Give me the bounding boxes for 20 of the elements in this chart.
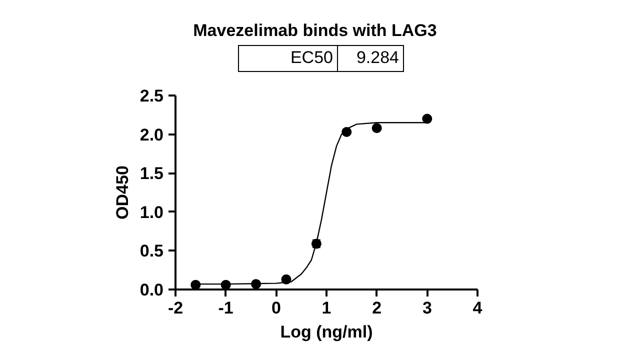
text: 9.284 [338,46,404,72]
x-tick-label: -1 [218,298,234,318]
y-tick-label: 0.5 [140,242,164,261]
y-tick-label: 0.0 [140,280,164,300]
point [372,123,382,134]
text: EC50 [238,46,338,72]
y-tick-label: 2.0 [140,125,164,144]
y-tick-label: 1.0 [140,202,164,222]
y-tick-label: 2.5 [140,86,164,106]
x-axis-title: Log (ng/ml) [280,322,373,342]
x-tick-label: -2 [168,298,184,318]
y-axis-title: OD450 [112,166,132,220]
y-tick-label: 1.5 [140,164,164,184]
x-tick-label: 1 [322,298,332,318]
point [422,114,432,124]
x-tick-label: 3 [422,298,432,318]
chart-title: Mavezelimab binds with LAG3 [192,20,438,42]
x-tick-label: 2 [372,298,382,318]
x-tick-label: 0 [271,298,281,318]
x-tick-label: 4 [472,298,483,318]
